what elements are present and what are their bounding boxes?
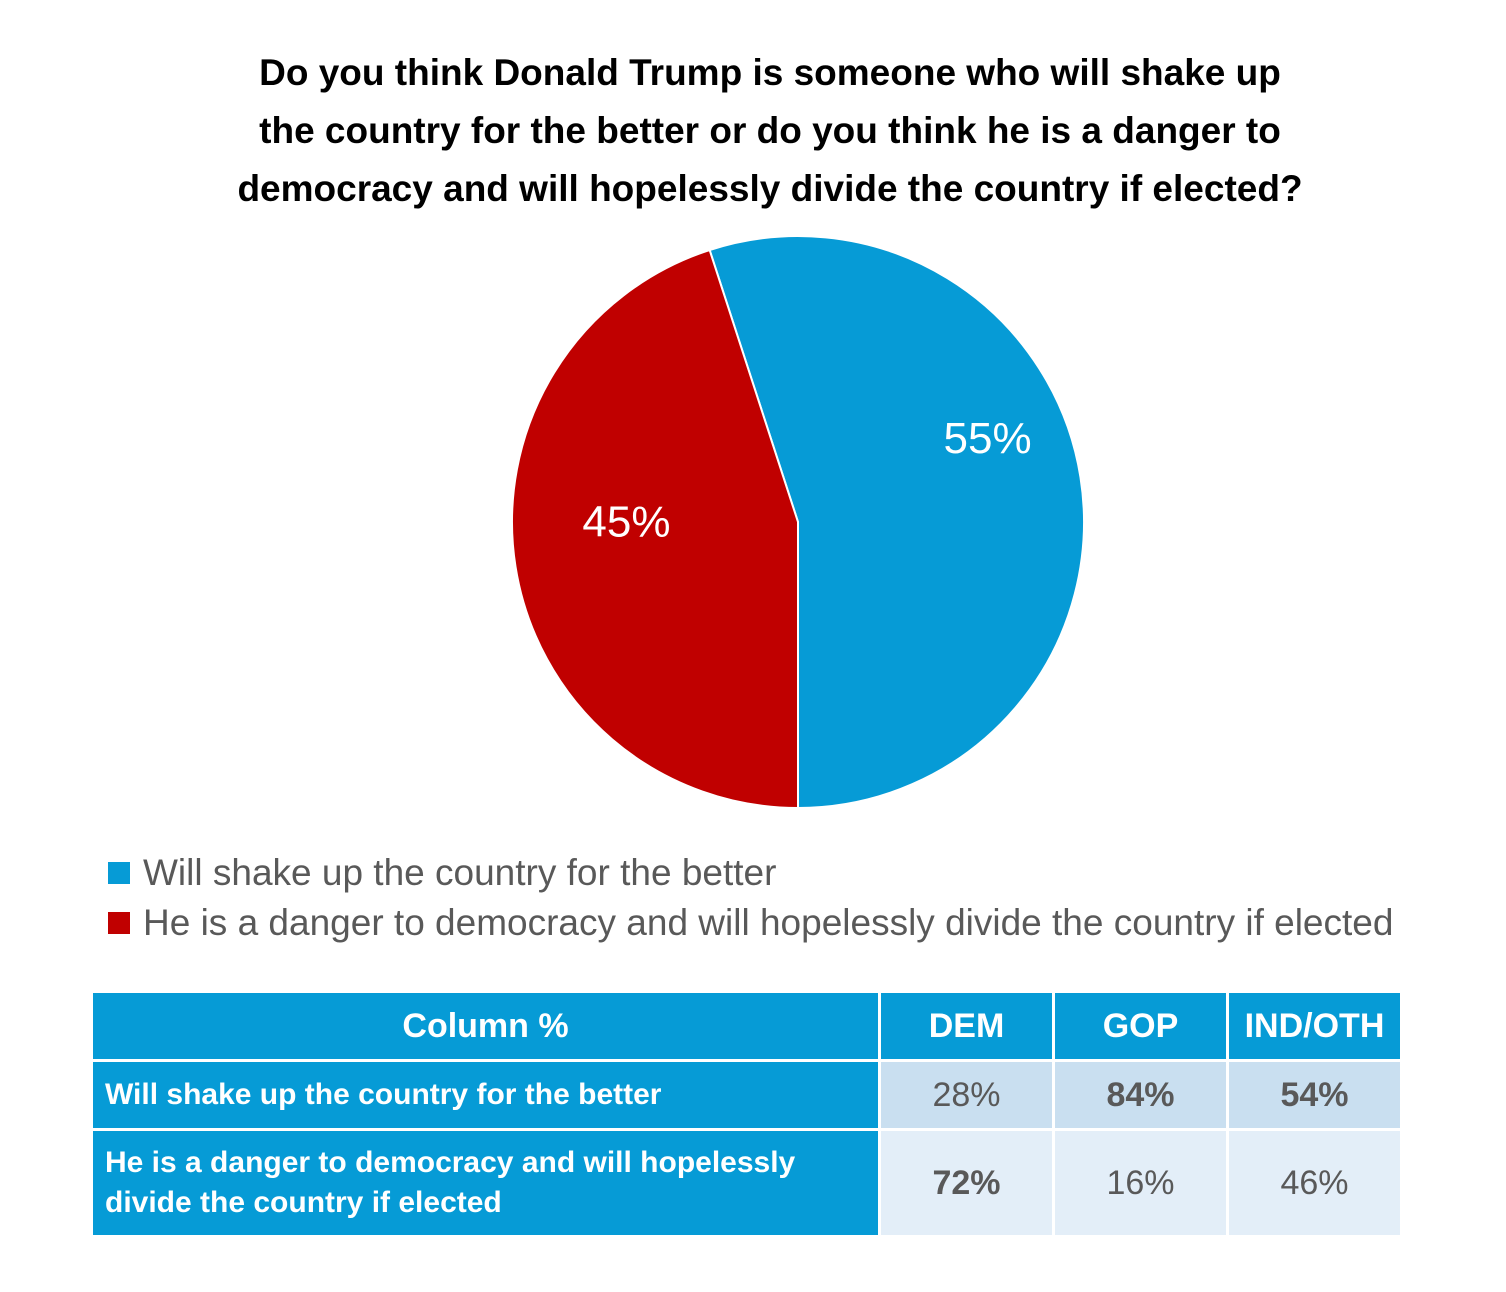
row-label-danger: He is a danger to democracy and will hop… [90, 1128, 881, 1238]
table-row: He is a danger to democracy and will hop… [90, 1128, 1403, 1238]
pie-chart: 55% 45% [511, 235, 1085, 810]
title-line-2: the country for the better or do you thi… [259, 110, 1281, 151]
crosstab-table: Column % DEM GOP IND/OTH Will shake up t… [90, 990, 1403, 1238]
cell-dem: 28% [878, 1059, 1055, 1131]
legend-label-shake-up: Will shake up the country for the better [143, 852, 777, 893]
cell-gop: 16% [1052, 1128, 1229, 1238]
header-ind-oth: IND/OTH [1226, 990, 1403, 1062]
pie-label-danger: 45% [582, 498, 670, 547]
row-label-line-1: He is a danger to democracy and will hop… [105, 1146, 796, 1179]
legend-swatch-red [108, 912, 130, 934]
title-line-1: Do you think Donald Trump is someone who… [259, 52, 1281, 93]
legend-item-shake-up: Will shake up the country for the better [108, 848, 1393, 898]
chart-title: Do you think Donald Trump is someone who… [150, 44, 1390, 218]
header-dem: DEM [878, 990, 1055, 1062]
legend-swatch-blue [108, 862, 130, 884]
cell-ind-oth: 54% [1226, 1059, 1403, 1131]
legend-item-danger: He is a danger to democracy and will hop… [108, 898, 1393, 948]
pie-label-shake-up: 55% [944, 414, 1032, 463]
legend: Will shake up the country for the better… [108, 848, 1393, 948]
row-label-line-2: divide the country if elected [105, 1186, 502, 1219]
legend-label-danger: He is a danger to democracy and will hop… [143, 902, 1394, 943]
row-label-shake-up: Will shake up the country for the better [90, 1059, 881, 1131]
cell-dem: 72% [878, 1128, 1055, 1238]
header-gop: GOP [1052, 990, 1229, 1062]
pie-slice-danger [511, 248, 799, 810]
header-column-pct: Column % [90, 990, 881, 1062]
pie-slice-shake-up [708, 235, 1085, 810]
table-row: Will shake up the country for the better… [90, 1059, 1403, 1131]
table-header-row: Column % DEM GOP IND/OTH [90, 990, 1403, 1062]
cell-gop: 84% [1052, 1059, 1229, 1131]
title-line-3: democracy and will hopelessly divide the… [237, 168, 1303, 209]
cell-ind-oth: 46% [1226, 1128, 1403, 1238]
